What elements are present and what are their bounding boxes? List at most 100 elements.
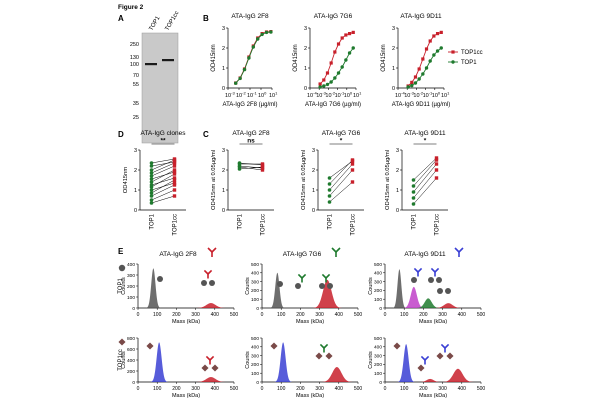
y-tick-label: 100 [127,295,135,301]
antibody-arm-left [420,355,426,361]
top1-molecule-icon [327,283,333,289]
series-line-top1 [407,47,442,88]
data-point-top1cc [260,165,265,169]
data-point-top1 [247,56,251,60]
pair-line [151,171,175,180]
y-tick-label: 300 [251,279,259,285]
data-point-top1cc [172,160,177,164]
antibody-icon [203,269,213,279]
antibody-arm-left [430,267,436,273]
x-tick-exponent: 0 [350,91,353,96]
x-tick-exponent: 0 [264,91,267,96]
data-point-top1 [344,58,348,62]
data-point-top1cc [172,164,177,168]
data-point-top1 [411,196,416,200]
x-tick-label: 100 [277,386,286,392]
pair-line [413,157,437,181]
top1cc-molecule-icon [393,342,401,350]
peak-red [194,303,228,308]
data-point-top1 [406,85,410,89]
x-tick-exponent: -3 [410,91,414,96]
top1cc-molecule-icon [146,342,154,350]
peak-gray [145,268,161,308]
antibody-arm-right [211,247,217,253]
row-label: TOP1cc [118,349,124,371]
x-tick-exponent: -2 [420,91,424,96]
data-point-top1cc [325,71,330,75]
y-tick-label: 400 [127,262,135,268]
x-tick-label: 300 [438,386,447,392]
peak-red [320,367,354,382]
x-tick-label: 0 [261,386,264,392]
pair-line [151,195,175,204]
y-tick-label: 200 [127,284,135,290]
data-point-top1 [260,32,264,37]
x-tick-label: 300 [315,386,324,392]
data-point-top1cc [172,188,177,192]
lane-label: TOP1 [149,15,162,32]
pair-line [151,161,175,167]
y-tick-label: 3 [222,148,225,154]
y-axis-label: OD415nm [211,44,217,71]
top1cc-molecule-icon [315,352,323,360]
pair-line [329,181,353,203]
y-tick-label: 3 [392,26,395,32]
antibody-icon [430,267,440,277]
data-point-top1cc [322,78,326,82]
data-point-top1 [242,67,247,72]
x-tick-label: 400 [211,312,220,318]
antibody-arm-right [458,247,464,253]
y-tick-label: 0 [132,380,135,386]
panel-letter-b: B [203,14,209,23]
legend-marker [451,50,455,54]
y-tick-label: 400 [127,358,135,364]
y-tick-label: 2 [312,168,315,174]
y-tick-label: 200 [127,369,135,375]
x-tick-base: 10 [225,93,231,99]
column-title: ATA-IgG 2F8 [159,251,197,258]
data-point-top1cc [172,194,177,198]
data-point-top1 [333,76,337,80]
antibody-icon [440,343,450,353]
antibody-arm-right [424,355,430,361]
antibody-arm-right [444,343,450,349]
data-point-top1 [238,76,242,81]
data-point-top1cc [340,36,344,40]
x-category-label: TOP1cc [261,214,267,236]
data-point-top1cc [410,80,414,84]
y-tick-label: 0 [379,380,382,386]
y-axis-label: Counts [368,277,374,295]
x-tick-base: 10 [269,93,275,99]
peak-magenta [403,286,425,308]
y-tick-label: 200 [374,362,382,368]
x-tick-label: 10-2 [325,91,335,100]
top1-molecule-icon [411,277,417,283]
antibody-arm-left [207,247,213,253]
y-tick-label: 1 [312,188,315,194]
top1cc-molecule-icon [211,364,219,372]
data-point-top1cc [417,67,421,71]
x-axis-label: Mass (kDa) [419,393,447,399]
antibody-arm-left [319,343,325,349]
x-tick-label: 10-1 [335,91,345,100]
pair-line [151,173,175,188]
pair-line [329,160,353,179]
panel-letter-d: D [118,130,124,139]
data-point-top1cc [435,32,440,36]
peak-red [441,368,475,382]
x-tick-base: 10 [344,93,350,99]
peak-green [416,298,441,308]
data-point-top1 [329,80,333,84]
x-tick-label: 100 [344,91,353,100]
y-axis-label: OD415nm [293,44,299,71]
data-point-top1 [149,171,154,175]
pair-line [239,166,263,171]
legend-marker [451,60,455,64]
data-point-top1 [327,188,332,192]
top1cc-molecule-icon [436,352,444,360]
data-point-top1 [149,188,154,192]
x-tick-base: 10 [441,93,447,99]
x-tick-label: 200 [296,386,305,392]
y-tick-label: 0 [256,306,259,312]
